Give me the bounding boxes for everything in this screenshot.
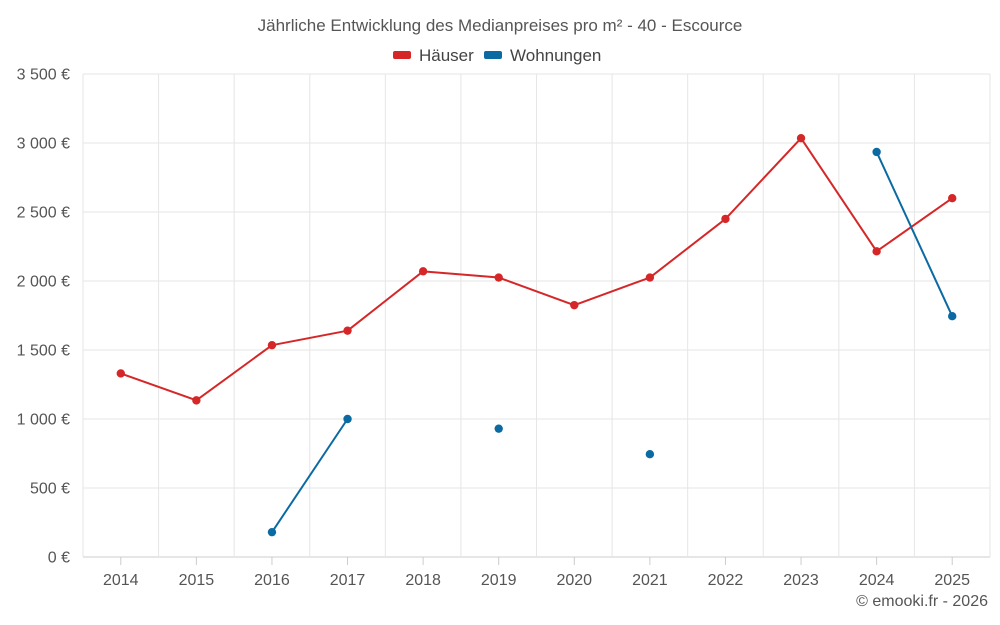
x-tick-label: 2018 — [405, 572, 441, 589]
x-tick-label: 2017 — [330, 572, 366, 589]
x-tick-label: 2016 — [254, 572, 290, 589]
data-point[interactable] — [343, 414, 352, 424]
y-tick-label: 0 € — [48, 550, 70, 567]
series-line — [120, 137, 953, 402]
y-tick-label: 3 000 € — [17, 136, 70, 153]
series-layer — [116, 133, 957, 537]
y-tick-label: 500 € — [30, 481, 70, 498]
x-tick-label: 2015 — [179, 572, 215, 589]
data-point[interactable] — [948, 311, 957, 321]
data-point[interactable] — [494, 424, 503, 433]
x-tick-label: 2022 — [708, 572, 744, 589]
data-point[interactable] — [872, 147, 881, 157]
x-tick-label: 2021 — [632, 572, 668, 589]
series-wohnungen — [267, 147, 957, 537]
legend-label: Häuser — [419, 46, 474, 65]
y-tick-label: 2 500 € — [17, 205, 70, 222]
y-tick-label: 1 000 € — [17, 412, 70, 429]
legend-item-wohnungen[interactable]: Wohnungen — [484, 46, 601, 65]
data-point[interactable] — [645, 449, 655, 459]
y-axis: 0 € 500 € 1 000 € 1 500 € 2 000 € 2 500 € 3 00… — [17, 67, 70, 567]
legend-swatch — [393, 51, 411, 59]
legend-swatch — [484, 51, 502, 59]
data-point[interactable] — [721, 214, 730, 224]
legend-item-haeuser[interactable]: Häuser — [393, 46, 474, 65]
data-point[interactable] — [267, 527, 277, 537]
x-tick-label: 2024 — [859, 572, 895, 589]
x-tick-label: 2020 — [556, 572, 592, 589]
series-haeuser — [116, 133, 957, 405]
credit: © emooki.fr - 2026 — [856, 593, 988, 610]
data-point[interactable] — [267, 340, 277, 350]
data-point[interactable] — [418, 267, 428, 276]
data-point[interactable] — [343, 326, 352, 335]
x-tick-label: 2014 — [103, 572, 139, 589]
x-tick-label: 2023 — [783, 572, 819, 589]
data-point[interactable] — [872, 247, 881, 256]
legend[interactable]: Häuser Wohnungen — [393, 46, 601, 65]
data-point[interactable] — [494, 273, 503, 282]
x-axis: 2014 2015 2016 2017 2018 2019 2020 2021 2022 2023… — [103, 557, 970, 589]
data-point[interactable] — [570, 300, 579, 310]
grid-lines — [82, 73, 991, 558]
data-point[interactable] — [948, 194, 957, 203]
series-line — [875, 151, 954, 317]
data-point[interactable] — [192, 396, 201, 405]
series-line — [271, 418, 349, 533]
y-tick-label: 3 500 € — [17, 67, 70, 84]
data-point[interactable] — [645, 273, 655, 282]
data-point[interactable] — [116, 369, 125, 378]
x-tick-label: 2019 — [481, 572, 517, 589]
y-tick-label: 2 000 € — [17, 274, 70, 291]
y-tick-label: 1 500 € — [17, 343, 70, 360]
data-point[interactable] — [796, 133, 806, 143]
legend-label: Wohnungen — [510, 46, 601, 65]
chart-title: Jährliche Entwicklung des Medianpreises … — [258, 16, 743, 35]
x-tick-label: 2025 — [934, 572, 970, 589]
